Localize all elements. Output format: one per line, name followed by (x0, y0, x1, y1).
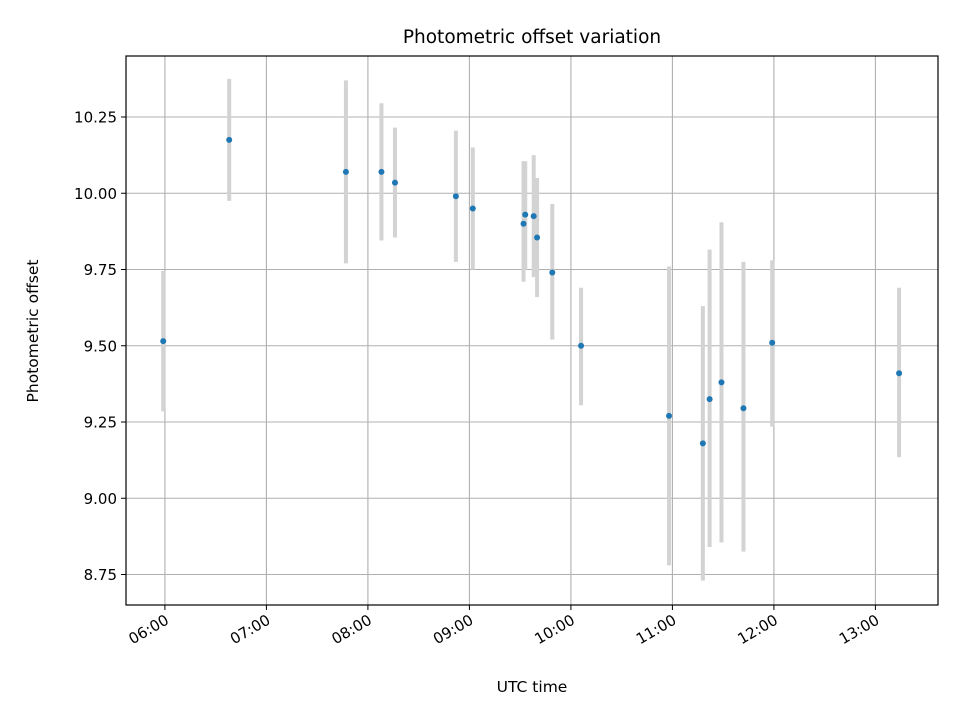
x-tick-label: 11:00 (633, 611, 679, 648)
data-point (452, 193, 459, 200)
y-tick-label: 9.25 (84, 414, 117, 432)
x-axis-title: UTC time (497, 678, 568, 696)
data-point (342, 168, 349, 175)
plot-frame (125, 55, 939, 606)
x-tick-label: 08:00 (328, 611, 374, 648)
x-tick-label: 07:00 (227, 611, 273, 648)
data-point (534, 234, 541, 241)
data-point (469, 205, 476, 212)
x-tick-label: 10:00 (531, 611, 577, 648)
y-axis-title: Photometric offset (24, 260, 42, 403)
data-point (769, 339, 776, 346)
errorbars (161, 78, 902, 581)
y-tick-label: 10.25 (74, 109, 117, 127)
data-point (530, 213, 537, 220)
data-point (378, 168, 385, 175)
data-point (706, 396, 713, 403)
y-tick-label: 9.50 (84, 337, 117, 355)
data-point (718, 379, 725, 386)
data-points (160, 136, 903, 447)
data-point (520, 220, 527, 227)
y-axis-ticks: 8.75 9.00 9.25 9.50 9.75 10.00 10.25 (74, 109, 126, 584)
x-tick-label: 06:00 (125, 611, 171, 648)
data-point (522, 211, 529, 218)
data-point (666, 412, 673, 419)
y-tick-label: 8.75 (84, 566, 117, 584)
data-point (896, 370, 903, 377)
x-tick-label: 13:00 (836, 611, 882, 648)
data-point (578, 342, 585, 349)
chart-title: Photometric offset variation (403, 27, 661, 48)
x-tick-label: 12:00 (734, 611, 780, 648)
x-axis-ticks: 06:00 07:00 08:00 09:00 10:00 11:00 12:00 13:00 (125, 605, 882, 648)
y-tick-label: 10.00 (74, 185, 117, 203)
data-point (549, 269, 556, 276)
y-tick-label: 9.75 (84, 261, 117, 279)
data-point (160, 338, 167, 345)
data-point (391, 179, 398, 186)
data-point (226, 136, 233, 143)
data-point (699, 440, 706, 447)
data-point (740, 405, 747, 412)
grid (126, 56, 938, 605)
y-tick-label: 9.00 (84, 490, 117, 508)
x-tick-label: 09:00 (430, 611, 476, 648)
